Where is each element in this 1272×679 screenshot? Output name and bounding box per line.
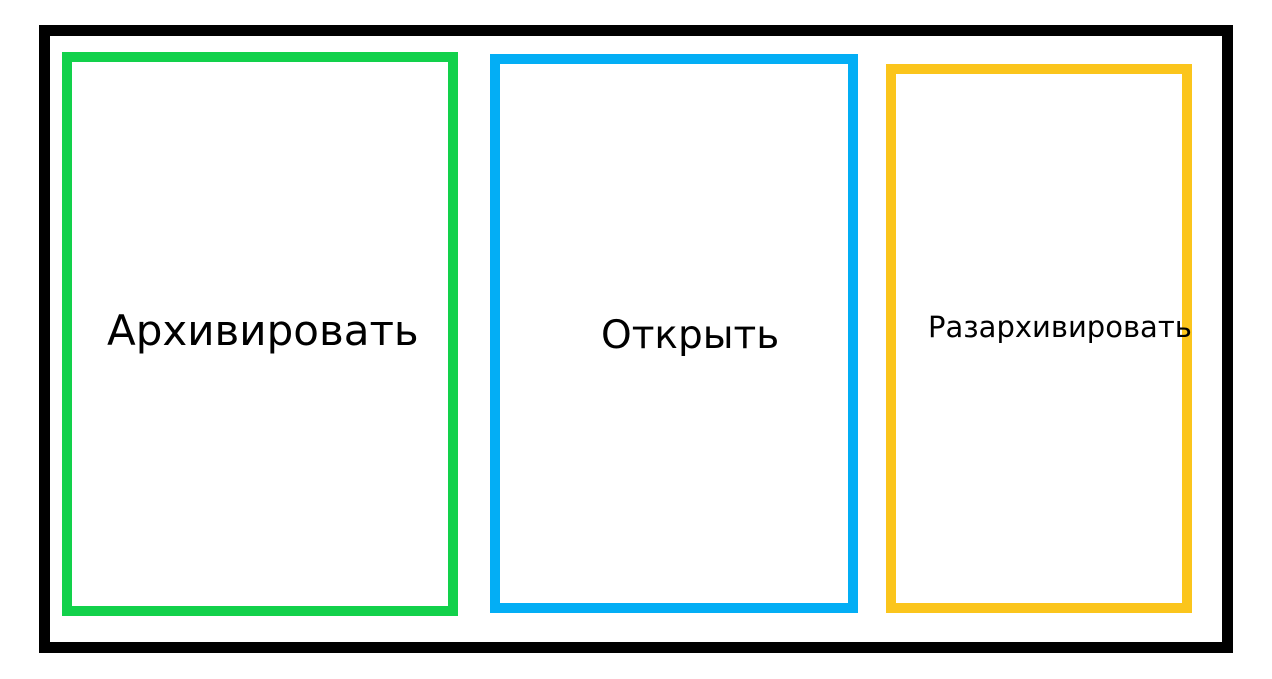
- extract-button-label: Разархивировать: [928, 310, 1192, 344]
- archive-button-label: Архивировать: [107, 306, 419, 355]
- open-button-label: Открыть: [601, 313, 780, 358]
- archive-button[interactable]: [62, 52, 458, 616]
- open-button[interactable]: [490, 54, 858, 613]
- extract-button[interactable]: [886, 64, 1192, 613]
